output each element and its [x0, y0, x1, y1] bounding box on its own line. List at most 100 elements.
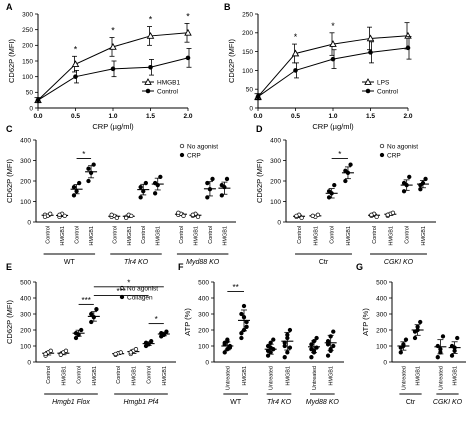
data-point: [398, 345, 403, 350]
legend-marker: [379, 143, 385, 149]
y-tick-label: 0: [27, 359, 31, 366]
x-category-label: Control: [297, 226, 303, 244]
data-point: [325, 353, 331, 358]
data-point: [374, 214, 379, 220]
x-axis-label: CRP (µg/ml): [312, 122, 354, 131]
x-category-label: HMGB1: [329, 366, 335, 386]
data-point: [86, 166, 91, 171]
x-category-label: HMGB1: [388, 226, 394, 246]
data-point: [89, 319, 94, 325]
data-point: [285, 350, 290, 355]
data-point: [73, 335, 79, 341]
legend-marker: [379, 152, 385, 158]
data-point: [77, 180, 82, 186]
data-point: [268, 340, 273, 345]
data-point: [190, 212, 195, 217]
y-axis-label: ATP (%): [361, 308, 370, 336]
group-label: Tlr4 KO: [124, 259, 149, 266]
y-tick-label: 200: [198, 327, 209, 334]
group-label: Hmgb1 Flox: [52, 399, 90, 406]
data-point: [314, 335, 319, 341]
data-point: [205, 180, 210, 186]
x-category-label: HMGB1: [127, 226, 133, 246]
data-point: [291, 49, 300, 57]
data-point: [62, 213, 67, 219]
x-category-label: HMGB1: [92, 366, 98, 386]
data-point: [222, 342, 227, 347]
data-point: [63, 348, 69, 353]
data-point: [438, 350, 443, 355]
data-point: [227, 345, 233, 350]
data-point: [241, 315, 247, 320]
x-category-label: HMGB1: [162, 366, 168, 386]
group-label: Ctr: [319, 259, 329, 266]
y-tick-label: 0: [27, 219, 31, 226]
significance-marker: *: [186, 11, 190, 21]
y-tick-label: 0: [205, 359, 209, 366]
y-tick-label: 300: [20, 311, 31, 318]
significance-marker: ***: [82, 296, 91, 305]
x-category-label: HMGB1: [421, 226, 427, 246]
data-point: [128, 350, 133, 355]
data-point: [282, 355, 287, 360]
y-tick-label: 300: [20, 158, 31, 165]
data-point: [343, 168, 348, 173]
group-label: WT: [230, 399, 242, 406]
data-point: [390, 210, 396, 215]
data-point: [326, 195, 332, 200]
significance-marker: **: [233, 283, 239, 292]
legend-label: No agonist: [387, 143, 418, 150]
data-point: [148, 64, 153, 70]
data-point: [73, 74, 78, 79]
data-point: [265, 348, 271, 353]
x-tick-label: 2.0: [403, 113, 412, 120]
data-point: [282, 343, 287, 349]
x-tick-label: 2.0: [183, 113, 192, 120]
data-point: [91, 315, 96, 320]
data-point: [185, 55, 191, 61]
panel-C: C 0 100 200 300 400 CD62P (MFI) Control HMGB1 Con…: [5, 124, 236, 266]
panel-letter: B: [224, 2, 231, 12]
data-point: [309, 355, 314, 360]
y-tick-label: 400: [270, 137, 281, 144]
y-tick-label: 500: [376, 279, 387, 286]
data-point: [141, 189, 146, 194]
data-point: [219, 182, 224, 188]
data-point: [73, 331, 79, 336]
x-tick-label: 1.0: [328, 113, 337, 120]
data-point: [74, 189, 79, 194]
y-tick-label: 250: [242, 11, 253, 18]
data-point: [205, 195, 210, 200]
x-category-label: Control: [372, 226, 378, 244]
y-tick-label: 0: [249, 105, 253, 112]
x-category-label: HMGB1: [453, 366, 459, 386]
data-point: [225, 339, 230, 344]
data-point: [58, 352, 63, 357]
y-tick-label: 50: [246, 87, 254, 94]
x-category-label: HMGB1: [131, 366, 137, 386]
significance-marker: *: [111, 26, 115, 36]
legend-marker: [144, 78, 152, 85]
data-point: [176, 210, 181, 215]
data-point: [287, 327, 293, 333]
data-point: [311, 348, 317, 353]
data-point: [271, 337, 276, 342]
x-category-label: Untreated: [269, 366, 275, 390]
y-tick-label: 300: [270, 158, 281, 165]
data-point: [152, 191, 158, 196]
group-label: WT: [64, 259, 76, 266]
y-tick-label: 200: [20, 327, 31, 334]
data-point: [79, 327, 84, 333]
significance-marker: *: [149, 15, 153, 25]
x-category-label: Control: [46, 366, 52, 384]
x-category-label: Untreated: [401, 366, 407, 390]
significance-marker: ***: [117, 287, 126, 296]
x-category-label: Control: [405, 226, 411, 244]
data-point: [407, 174, 412, 180]
x-category-label: Control: [77, 366, 83, 384]
x-category-label: Control: [208, 226, 214, 244]
data-point: [143, 180, 148, 186]
data-point: [331, 343, 336, 349]
y-tick-label: 100: [22, 74, 33, 81]
